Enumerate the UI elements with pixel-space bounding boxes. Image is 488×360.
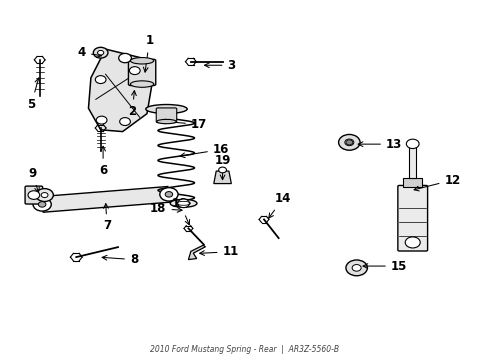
- FancyBboxPatch shape: [156, 108, 176, 123]
- Circle shape: [344, 139, 353, 146]
- Circle shape: [345, 140, 352, 145]
- Text: 9: 9: [28, 167, 39, 192]
- Circle shape: [160, 188, 178, 201]
- Text: 13: 13: [357, 138, 401, 150]
- Text: 2: 2: [128, 91, 136, 118]
- Bar: [408, 144, 416, 178]
- Text: 17: 17: [161, 118, 207, 131]
- Circle shape: [129, 67, 140, 75]
- Circle shape: [165, 192, 172, 197]
- FancyBboxPatch shape: [25, 186, 42, 204]
- Text: 3: 3: [204, 59, 235, 72]
- Text: 14: 14: [268, 192, 290, 218]
- Text: 6: 6: [99, 146, 107, 177]
- Polygon shape: [213, 171, 231, 184]
- Bar: [403, 178, 421, 186]
- Circle shape: [218, 167, 226, 173]
- Ellipse shape: [145, 104, 187, 113]
- Circle shape: [95, 76, 106, 84]
- Text: 1: 1: [143, 34, 153, 72]
- Circle shape: [98, 50, 103, 55]
- Polygon shape: [41, 186, 170, 212]
- Circle shape: [405, 237, 419, 248]
- Text: 8: 8: [102, 253, 138, 266]
- Circle shape: [93, 47, 108, 58]
- Text: 2010 Ford Mustang Spring - Rear  |  AR3Z-5560-B: 2010 Ford Mustang Spring - Rear | AR3Z-5…: [150, 345, 338, 354]
- Ellipse shape: [157, 120, 176, 124]
- Text: 4: 4: [78, 46, 102, 59]
- FancyBboxPatch shape: [397, 185, 427, 251]
- Circle shape: [177, 199, 189, 208]
- Circle shape: [351, 265, 361, 271]
- Circle shape: [96, 116, 107, 124]
- Text: 10: 10: [172, 198, 189, 225]
- Circle shape: [41, 193, 48, 198]
- Circle shape: [406, 139, 418, 149]
- Text: 16: 16: [180, 143, 229, 158]
- Text: 7: 7: [102, 204, 111, 233]
- Ellipse shape: [170, 199, 197, 207]
- Circle shape: [338, 134, 359, 150]
- Text: 18: 18: [150, 202, 182, 215]
- Text: 15: 15: [362, 260, 407, 273]
- Circle shape: [119, 53, 131, 63]
- Polygon shape: [88, 49, 152, 132]
- Circle shape: [120, 118, 130, 126]
- Circle shape: [33, 198, 51, 211]
- Text: 5: 5: [27, 78, 40, 111]
- Polygon shape: [188, 245, 205, 260]
- Circle shape: [36, 189, 53, 202]
- Text: 12: 12: [413, 174, 460, 191]
- Ellipse shape: [130, 81, 154, 87]
- Circle shape: [28, 191, 40, 199]
- FancyBboxPatch shape: [128, 59, 156, 86]
- Text: 11: 11: [199, 245, 238, 258]
- Circle shape: [39, 202, 46, 207]
- Ellipse shape: [130, 58, 154, 64]
- Text: 19: 19: [214, 154, 230, 180]
- Circle shape: [345, 260, 366, 276]
